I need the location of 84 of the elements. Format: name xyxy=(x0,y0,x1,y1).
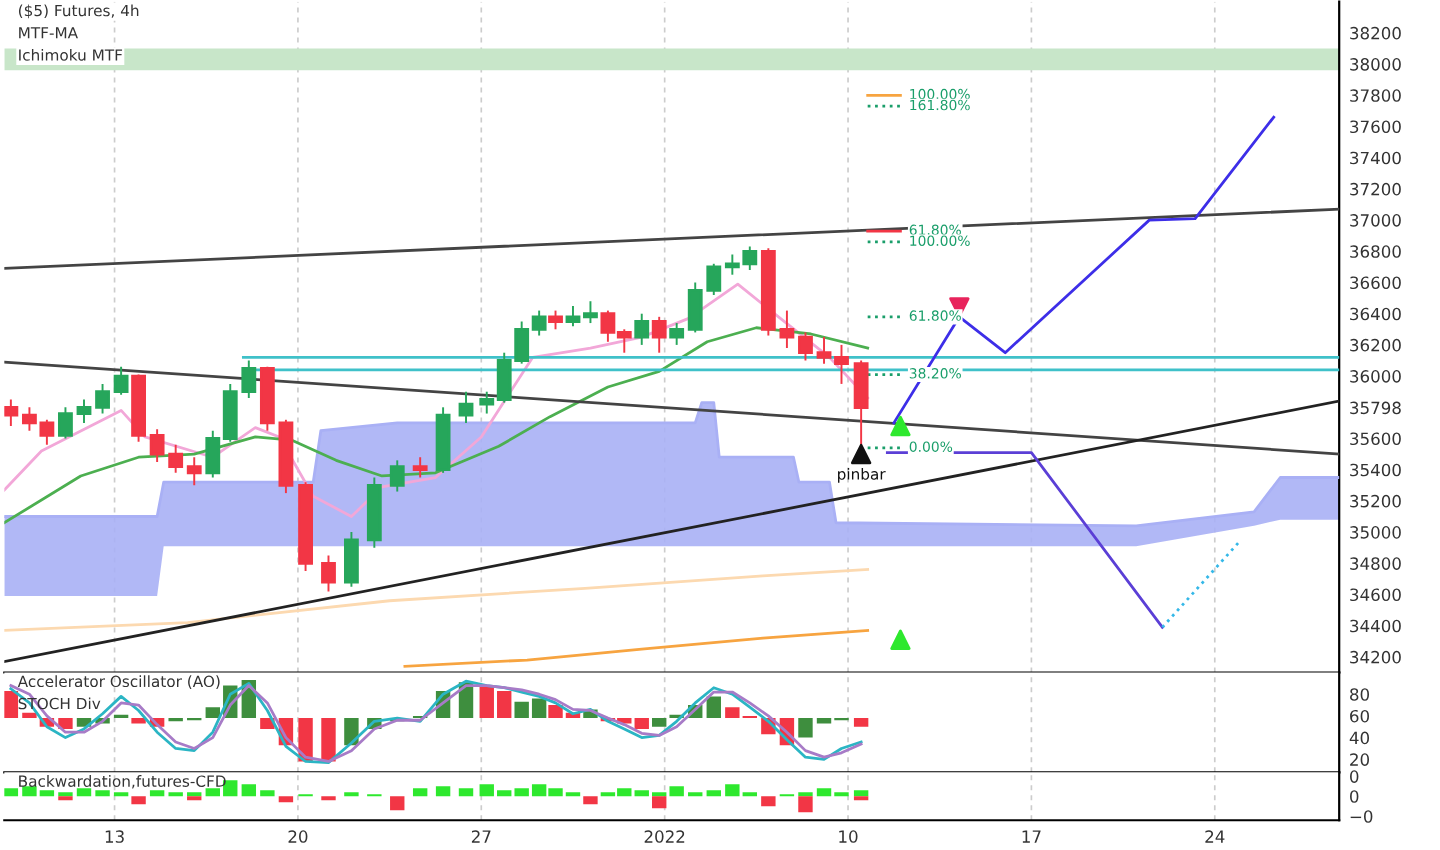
bar xyxy=(321,718,336,762)
x-tick-label: 2022 xyxy=(644,830,685,843)
bar xyxy=(853,790,869,797)
y-tick-label: 80 xyxy=(1350,688,1370,701)
bar xyxy=(412,788,428,797)
bar xyxy=(706,790,721,797)
bar xyxy=(706,696,721,719)
bar xyxy=(458,788,474,797)
candlestick xyxy=(651,315,667,354)
candlestick xyxy=(4,398,19,427)
y-tick-label: 34200 xyxy=(1350,650,1401,664)
y-tick-label: 36800 xyxy=(1350,245,1401,258)
y-tick-label: 34400 xyxy=(1350,619,1401,633)
line-series xyxy=(4,568,870,632)
y-tick-label: 35798 xyxy=(1350,401,1401,415)
bar xyxy=(131,718,146,724)
x-tick-label: 20 xyxy=(288,830,308,843)
candlestick xyxy=(344,531,359,588)
y-tick-label: 37000 xyxy=(1350,214,1401,227)
bar xyxy=(95,790,110,797)
candlestick xyxy=(389,459,405,493)
y-tick-label: 37800 xyxy=(1350,89,1401,102)
bar xyxy=(853,718,869,727)
x-tick-label: 10 xyxy=(839,830,858,843)
bar xyxy=(652,718,667,727)
y-tick-label: 34800 xyxy=(1350,557,1401,570)
y-tick-label: −0 xyxy=(1350,810,1373,823)
bar xyxy=(278,796,294,803)
bar xyxy=(241,784,257,797)
y-tick-label: 40 xyxy=(1349,731,1370,745)
bar xyxy=(131,796,146,805)
y-tick-label: 37400 xyxy=(1350,151,1401,165)
bar xyxy=(4,788,19,797)
candlestick xyxy=(458,390,474,424)
y-tick-label: 0 xyxy=(1350,790,1359,803)
y-tick-label: 60 xyxy=(1350,709,1370,723)
y-tick-label: 38200 xyxy=(1350,26,1401,40)
bar xyxy=(76,788,92,797)
y-tick-label: 37600 xyxy=(1350,120,1401,134)
point xyxy=(850,443,872,465)
y-tick-label: 36400 xyxy=(1350,307,1401,321)
candlestick xyxy=(95,382,110,415)
bar xyxy=(149,790,165,797)
bar xyxy=(390,796,405,811)
candlestick xyxy=(58,406,73,440)
y-tick-label: 35200 xyxy=(1350,494,1401,508)
y-tick-label: 36600 xyxy=(1350,276,1401,290)
bar xyxy=(583,796,598,805)
y-tick-label: 35400 xyxy=(1350,463,1401,477)
candlestick xyxy=(186,456,202,487)
bar xyxy=(798,796,813,813)
candlestick xyxy=(634,312,650,346)
bar xyxy=(22,712,37,719)
candlestick xyxy=(113,365,129,396)
bar xyxy=(435,786,451,797)
line-series xyxy=(403,629,870,668)
y-tick-label: 36200 xyxy=(1350,338,1401,352)
point xyxy=(890,629,911,650)
bar xyxy=(58,718,73,729)
candlestick xyxy=(321,554,336,593)
y-tick-label: 35600 xyxy=(1350,432,1401,446)
bar xyxy=(260,790,275,797)
x-tick-label: 24 xyxy=(1205,830,1225,843)
bar xyxy=(634,718,649,729)
candlestick xyxy=(412,456,428,479)
x-tick-label: 17 xyxy=(1022,830,1041,843)
candlestick xyxy=(548,309,563,331)
y-tick-label: 38000 xyxy=(1350,58,1401,71)
bar xyxy=(798,718,813,738)
bar xyxy=(4,690,19,719)
bar xyxy=(761,796,776,807)
y-tick-label: 35000 xyxy=(1350,526,1401,539)
y-tick-label: 0 xyxy=(1350,770,1359,783)
y-tick-label: 20 xyxy=(1350,753,1370,766)
y-tick-label: 36000 xyxy=(1350,370,1401,383)
candlestick xyxy=(76,398,92,424)
x-tick-label: 27 xyxy=(471,830,491,843)
bar xyxy=(652,796,667,809)
x-tick-label: 13 xyxy=(105,830,124,843)
point xyxy=(890,415,911,437)
candlestick xyxy=(669,322,685,346)
candlestick xyxy=(798,331,813,362)
y-tick-label: 37200 xyxy=(1350,182,1401,196)
y-tick-label: 34600 xyxy=(1350,588,1401,602)
